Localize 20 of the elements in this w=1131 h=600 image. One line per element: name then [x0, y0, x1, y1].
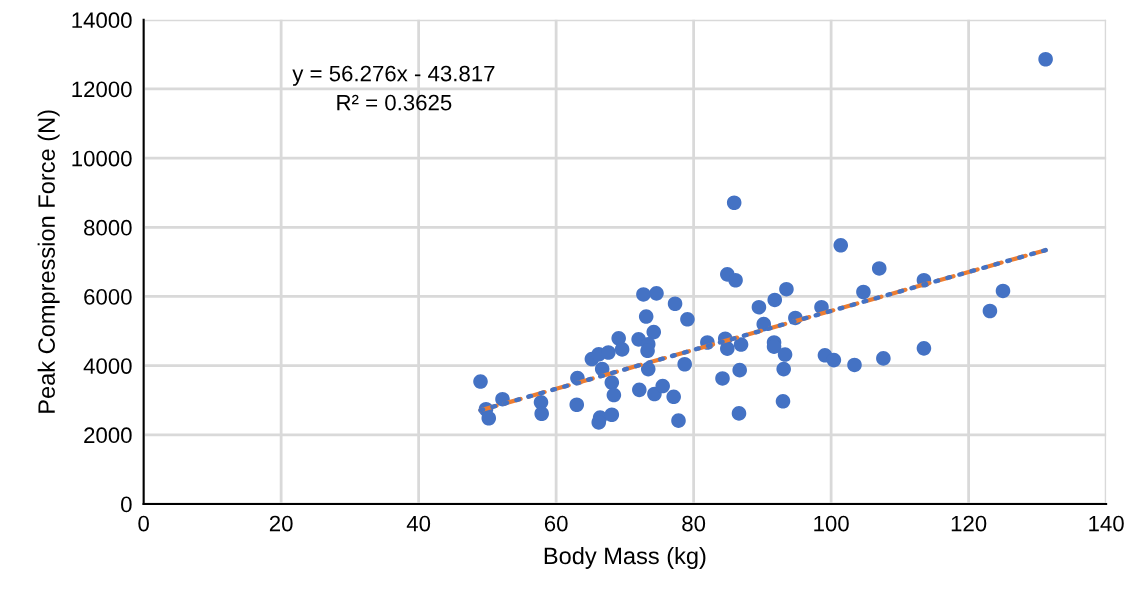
x-tick-label: 100 [814, 515, 849, 532]
x-tick-label: 60 [544, 515, 568, 532]
y-tick-label: 14000 [72, 12, 132, 29]
y-tick-label: 2000 [84, 427, 132, 444]
x-tick-label: 0 [138, 515, 149, 532]
y-tick-label: 4000 [83, 358, 132, 374]
y-axis-title: Peak Compression Force (N) [37, 110, 60, 413]
annotation: R² = 0.3625 [337, 94, 452, 111]
x-tick-label: 120 [951, 515, 987, 532]
y-tick-label: 8000 [84, 219, 132, 236]
x-tick-label: 20 [269, 515, 293, 532]
y-tick-label: 0 [121, 496, 132, 513]
x-tick-label: 40 [406, 515, 431, 532]
y-tick-label: 10000 [72, 150, 132, 167]
y-tick-label: 12000 [72, 81, 132, 98]
x-axis-title: Body Mass (kg) [544, 546, 706, 569]
y-tick-label: 6000 [84, 289, 132, 305]
annotation: y = 56.276x - 43.817 [292, 65, 495, 86]
x-tick-label: 140 [1089, 515, 1124, 532]
x-tick-label: 80 [682, 515, 706, 532]
